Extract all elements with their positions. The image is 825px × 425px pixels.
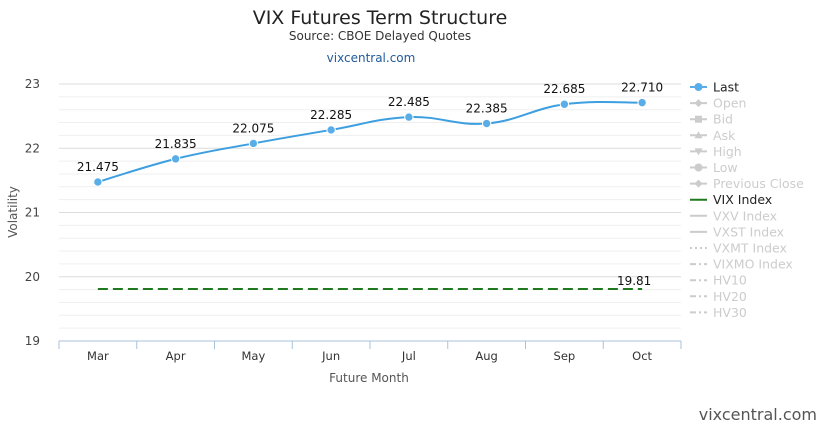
legend-item-low[interactable]: Low bbox=[690, 160, 738, 175]
data-label-last: 22.485 bbox=[388, 95, 430, 109]
credit-text: vixcentral.com bbox=[699, 405, 817, 424]
legend-item-bid[interactable]: Bid bbox=[690, 112, 733, 127]
y-tick-label: 23 bbox=[25, 77, 40, 91]
legend-diamond-icon bbox=[694, 179, 703, 188]
legend-item-ask[interactable]: Ask bbox=[690, 128, 736, 143]
legend-label: HV30 bbox=[713, 305, 747, 320]
data-point-last[interactable] bbox=[170, 154, 181, 164]
x-tick-label: May bbox=[241, 349, 265, 363]
x-axis-title: Future Month bbox=[329, 371, 409, 385]
data-label-last: 22.685 bbox=[543, 82, 585, 96]
chart-title: VIX Futures Term Structure bbox=[253, 7, 508, 29]
data-point-last[interactable] bbox=[248, 138, 259, 149]
legend-triangle-icon bbox=[694, 131, 703, 139]
series bbox=[93, 97, 647, 290]
data-label-last: 22.285 bbox=[310, 108, 352, 122]
x-tick-label: Oct bbox=[632, 349, 652, 363]
legend-item-high[interactable]: High bbox=[690, 144, 742, 159]
legend-item-vix-index[interactable]: VIX Index bbox=[690, 192, 772, 207]
legend-label: Ask bbox=[713, 128, 736, 143]
y-tick-label: 20 bbox=[25, 270, 40, 284]
data-point-last[interactable] bbox=[559, 99, 570, 109]
source-link[interactable]: vixcentral.com bbox=[327, 51, 416, 65]
axes: 19 20 21 22 23 Mar Apr May Jun Jul Aug Sep Oct bbox=[25, 77, 682, 363]
y-tick-label: 21 bbox=[25, 206, 40, 220]
legend-item-open[interactable]: Open bbox=[690, 96, 746, 111]
x-tick-label: Aug bbox=[475, 349, 497, 363]
legend-triangle-down-icon bbox=[694, 148, 703, 156]
chart-subtitle: Source: CBOE Delayed Quotes bbox=[289, 29, 471, 43]
x-tick-label: Jun bbox=[321, 349, 340, 363]
legend-item-vxmt-index[interactable]: VXMT Index bbox=[690, 241, 787, 256]
grid bbox=[59, 83, 681, 329]
data-label-last: 21.835 bbox=[155, 137, 197, 151]
legend-item-hv30[interactable]: HV30 bbox=[690, 305, 747, 320]
y-tick-label: 22 bbox=[25, 141, 40, 155]
legend-circle-icon bbox=[694, 163, 703, 172]
data-point-last[interactable] bbox=[404, 112, 414, 122]
x-tick-label: Sep bbox=[554, 349, 576, 363]
legend-item-previous-close[interactable]: Previous Close bbox=[690, 176, 804, 191]
legend-label: VIXMO Index bbox=[713, 257, 793, 272]
data-point-last[interactable] bbox=[93, 177, 103, 187]
x-tick-label: Jul bbox=[401, 349, 416, 363]
y-axis-title: Volatility bbox=[6, 186, 20, 238]
legend-square-icon bbox=[695, 115, 702, 123]
legend-label: High bbox=[713, 144, 742, 159]
legend-circle-icon bbox=[694, 83, 703, 91]
x-tick-label: Mar bbox=[87, 349, 109, 363]
legend-item-vixmo-index[interactable]: VIXMO Index bbox=[690, 257, 793, 272]
legend-label: HV20 bbox=[713, 289, 747, 304]
data-label-last: 22.075 bbox=[232, 121, 274, 135]
data-point-last[interactable] bbox=[637, 97, 647, 108]
legend-item-vxst-index[interactable]: VXST Index bbox=[690, 224, 784, 239]
x-tick-label: Apr bbox=[166, 349, 186, 363]
legend-item-vxv-index[interactable]: VXV Index bbox=[690, 208, 777, 223]
legend-label: HV10 bbox=[713, 273, 747, 288]
legend-label: VXV Index bbox=[713, 208, 777, 223]
legend-item-last[interactable]: Last bbox=[690, 80, 739, 95]
legend-label: Previous Close bbox=[713, 176, 804, 191]
data-point-last[interactable] bbox=[481, 118, 492, 129]
legend-label: VXST Index bbox=[713, 224, 784, 239]
data-point-last[interactable] bbox=[326, 125, 336, 135]
data-label-vix-index: 19.81 bbox=[617, 274, 651, 288]
legend-label: VIX Index bbox=[713, 192, 772, 207]
data-label-last: 21.475 bbox=[77, 160, 119, 174]
legend-item-hv20[interactable]: HV20 bbox=[690, 289, 747, 304]
data-labels: 21.475 21.835 22.075 22.285 22.485 22.385 22.6… bbox=[77, 81, 663, 288]
data-label-last: 22.710 bbox=[621, 81, 663, 95]
legend-label: Open bbox=[713, 96, 746, 111]
legend-label: Last bbox=[713, 80, 739, 95]
data-label-last: 22.385 bbox=[466, 102, 508, 116]
legend-item-hv10[interactable]: HV10 bbox=[690, 273, 747, 288]
legend-label: VXMT Index bbox=[713, 241, 787, 256]
legend-label: Low bbox=[713, 160, 738, 175]
legend-label: Bid bbox=[713, 112, 733, 127]
legend-diamond-icon bbox=[694, 99, 703, 108]
y-tick-label: 19 bbox=[25, 334, 40, 348]
